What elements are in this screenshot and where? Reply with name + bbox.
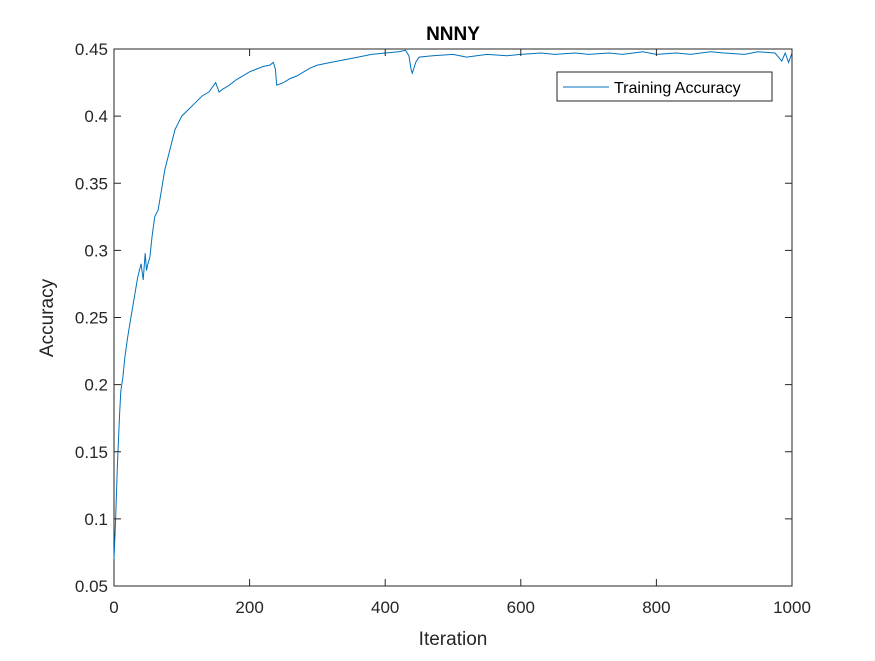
y-tick-label: 0.25 (75, 309, 108, 328)
legend: Training Accuracy (556, 71, 773, 102)
y-tick-label: 0.2 (84, 376, 108, 395)
chart-title: NNNY (426, 24, 480, 45)
x-axis: 0 200 400 600 800 1000 (109, 49, 811, 617)
x-tick-label: 1000 (773, 598, 811, 617)
y-tick-label: 0.3 (84, 241, 108, 260)
axes-box (113, 48, 793, 587)
y-axis: 0.05 0.1 0.15 0.2 0.25 0.3 0.35 0.4 0.45 (75, 40, 792, 596)
x-tick-label: 800 (642, 598, 670, 617)
legend-label: Training Accuracy (614, 80, 741, 97)
y-axis-label: Accuracy (37, 278, 58, 357)
x-tick-label: 0 (109, 598, 118, 617)
y-tick-label: 0.05 (75, 577, 108, 596)
y-tick-label: 0.35 (75, 174, 108, 193)
x-axis-label: Iteration (419, 629, 488, 650)
y-tick-label: 0.15 (75, 443, 108, 462)
series-line-training-accuracy (113, 49, 793, 560)
x-tick-label: 200 (235, 598, 263, 617)
y-tick-label: 0.4 (84, 107, 108, 126)
x-tick-label: 600 (507, 598, 535, 617)
plot-area (113, 48, 793, 587)
y-tick-label: 0.45 (75, 40, 108, 59)
x-tick-label: 400 (371, 598, 399, 617)
y-tick-label: 0.1 (84, 510, 108, 529)
